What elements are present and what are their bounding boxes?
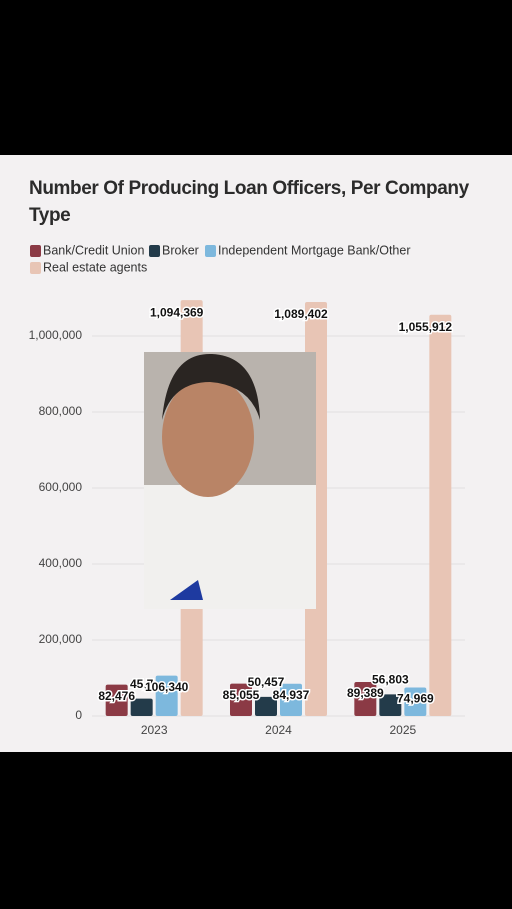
video-hair — [162, 353, 260, 420]
data-label: 89,389 — [347, 686, 384, 700]
x-tick-label: 2023 — [141, 723, 168, 737]
data-label: 82,476 — [98, 689, 135, 703]
data-label: 106,340 — [145, 680, 189, 694]
video-logo — [170, 580, 203, 600]
bar — [255, 696, 277, 716]
x-tick-label: 2025 — [389, 723, 416, 737]
chart-title: Number Of Producing Loan Officers, Per C… — [29, 178, 469, 226]
legend-label: Broker — [162, 243, 199, 257]
legend-swatch — [30, 245, 41, 257]
data-label: 1,055,912 — [399, 320, 453, 334]
legend-swatch — [30, 262, 41, 274]
y-tick-label: 1,000,000 — [29, 328, 83, 342]
bar — [155, 675, 178, 716]
video-face — [162, 377, 254, 497]
data-label: 50,457 — [248, 675, 285, 689]
data-label: 45,7 — [130, 677, 154, 691]
data-label: 84,937 — [273, 688, 310, 702]
bar — [130, 698, 153, 716]
y-tick-label: 0 — [75, 708, 82, 722]
video-shirt — [144, 485, 316, 609]
data-label: 74,969 — [397, 692, 434, 706]
legend-swatch — [205, 245, 216, 257]
bar — [404, 687, 427, 716]
legend-label: Real estate agents — [43, 260, 147, 274]
y-tick-label: 600,000 — [39, 480, 83, 494]
bar — [230, 683, 252, 716]
y-tick-label: 200,000 — [39, 632, 83, 646]
data-label: 1,094,369 — [150, 305, 204, 319]
x-tick-label: 2024 — [265, 723, 292, 737]
bar — [105, 684, 128, 716]
bar — [280, 683, 302, 716]
data-label: 1,089,402 — [274, 307, 328, 321]
legend-label: Bank/Credit Union — [43, 243, 144, 257]
y-tick-label: 400,000 — [39, 556, 83, 570]
bar — [429, 314, 452, 716]
y-tick-label: 800,000 — [39, 404, 83, 418]
data-label: 85,055 — [223, 688, 260, 702]
bar — [354, 682, 377, 716]
legend-swatch — [149, 245, 160, 257]
data-label: 56,803 — [372, 673, 409, 687]
bar — [379, 694, 402, 716]
legend-label: Independent Mortgage Bank/Other — [218, 243, 411, 257]
